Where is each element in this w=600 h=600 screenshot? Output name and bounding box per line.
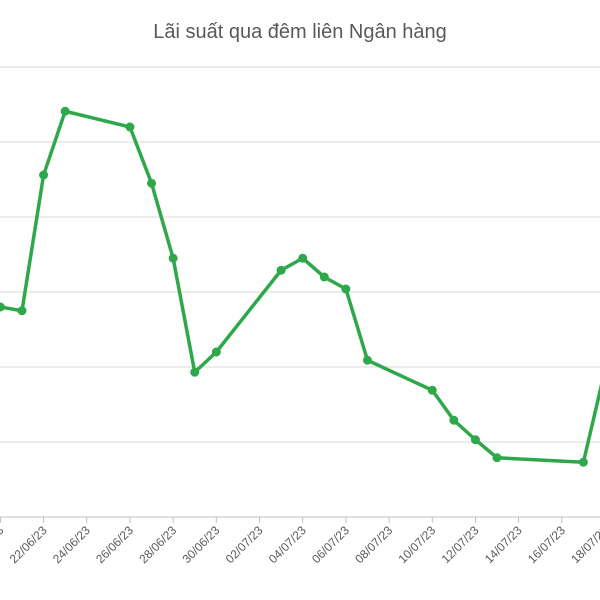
point bbox=[39, 170, 49, 180]
point bbox=[449, 415, 459, 425]
x-tick-label: 28/06/23 bbox=[136, 523, 179, 566]
point bbox=[276, 265, 286, 275]
point bbox=[341, 284, 351, 294]
x-tick-label: 26/06/23 bbox=[93, 523, 136, 566]
x-tick-label: 14/07/23 bbox=[482, 523, 525, 566]
x-tick-label: 20/06/23 bbox=[0, 523, 7, 566]
point bbox=[319, 272, 329, 282]
point bbox=[427, 385, 437, 395]
point bbox=[362, 355, 372, 365]
point bbox=[492, 453, 502, 463]
point bbox=[60, 106, 70, 116]
x-tick-label: 04/07/23 bbox=[266, 523, 309, 566]
x-tick-label: 16/07/23 bbox=[525, 523, 568, 566]
x-tick-label: 06/07/23 bbox=[309, 523, 352, 566]
point bbox=[298, 253, 308, 263]
point bbox=[168, 253, 178, 263]
x-tick-label: 24/06/23 bbox=[50, 523, 93, 566]
point bbox=[17, 306, 27, 316]
line bbox=[0, 109, 600, 464]
point bbox=[0, 302, 5, 312]
x-tick-label: 22/06/23 bbox=[7, 523, 50, 566]
point bbox=[147, 178, 157, 188]
point bbox=[211, 347, 221, 357]
point bbox=[578, 457, 588, 467]
point bbox=[190, 367, 200, 377]
x-tick-label: 12/07/23 bbox=[439, 523, 482, 566]
x-tick-label: 30/06/23 bbox=[180, 523, 223, 566]
x-tick-label: 10/07/23 bbox=[395, 523, 438, 566]
point bbox=[125, 122, 135, 132]
x-tick-label: 08/07/23 bbox=[352, 523, 395, 566]
chart-title: Lãi suất qua đêm liên Ngân hàng bbox=[153, 21, 447, 43]
x-tick-label: 18/07/23 bbox=[568, 523, 600, 566]
point bbox=[470, 435, 480, 445]
x-tick-label: 02/07/23 bbox=[223, 523, 266, 566]
